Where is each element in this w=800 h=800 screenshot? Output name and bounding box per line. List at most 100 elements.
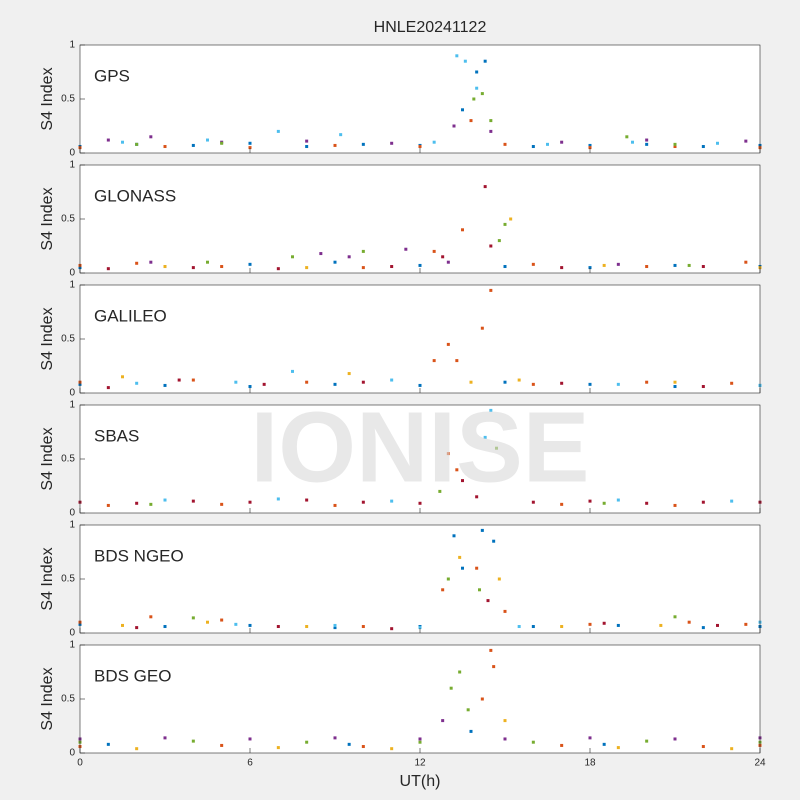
y-axis-label: S4 Index [39, 307, 56, 370]
data-point [475, 86, 479, 90]
data-point [560, 625, 564, 629]
data-point [177, 378, 181, 382]
data-point [347, 255, 351, 259]
data-point [361, 266, 365, 270]
data-point [390, 499, 394, 503]
data-point [730, 381, 734, 385]
data-point [645, 501, 649, 505]
data-point [645, 380, 649, 384]
data-point [455, 468, 459, 472]
data-point [673, 385, 677, 389]
data-point [645, 739, 649, 743]
data-point [276, 129, 280, 133]
data-point [483, 59, 487, 63]
data-point [220, 265, 224, 269]
data-point [390, 627, 394, 631]
data-point [616, 623, 620, 627]
axes-background [80, 45, 760, 153]
data-point [163, 383, 167, 387]
data-point [475, 566, 479, 570]
data-point [361, 500, 365, 504]
data-point [716, 623, 719, 627]
data-point [480, 528, 484, 532]
data-point [701, 745, 705, 749]
data-point [106, 386, 110, 390]
y-axis-label: S4 Index [39, 67, 56, 130]
data-point [531, 382, 535, 386]
data-point [446, 452, 450, 456]
data-point [438, 489, 442, 493]
data-point [469, 729, 473, 733]
data-point [291, 369, 294, 373]
y-tick-label: 1 [69, 520, 75, 531]
data-point [673, 503, 677, 507]
data-point [461, 108, 464, 112]
panel-label: BDS GEO [94, 666, 171, 685]
data-point [163, 498, 167, 502]
data-point [446, 577, 450, 581]
data-point [390, 747, 394, 751]
data-point [135, 381, 139, 385]
data-point [191, 143, 195, 147]
data-point [248, 623, 252, 627]
data-point [305, 145, 309, 149]
y-tick-label: 0.5 [61, 694, 75, 705]
y-tick-label: 0 [69, 388, 75, 399]
y-tick-label: 1 [69, 40, 75, 51]
data-point [333, 623, 337, 627]
axes-background [80, 525, 760, 633]
data-point [418, 737, 422, 741]
data-point [248, 737, 252, 741]
data-point [206, 138, 209, 142]
data-point [463, 59, 467, 63]
x-axis-label: UT(h) [400, 773, 441, 790]
data-point [390, 141, 394, 145]
data-point [602, 263, 606, 267]
data-point [730, 747, 734, 751]
data-point [560, 502, 564, 506]
data-point [625, 135, 629, 139]
data-point [469, 119, 473, 123]
data-point [135, 261, 139, 265]
data-point [333, 260, 337, 264]
figure-title: HNLE20241122 [374, 19, 487, 36]
data-point [673, 145, 677, 149]
axes-background [80, 285, 760, 393]
data-point [121, 375, 124, 379]
data-point [163, 145, 167, 149]
data-point [602, 501, 606, 505]
data-point [276, 267, 280, 271]
data-point [744, 260, 748, 264]
data-point [560, 140, 564, 144]
data-point [248, 500, 252, 504]
data-point [149, 260, 153, 264]
data-point [432, 249, 436, 253]
data-point [135, 501, 139, 505]
data-point [149, 615, 153, 619]
data-point [602, 742, 606, 746]
data-point [480, 326, 484, 330]
data-point [673, 142, 677, 146]
data-point [489, 648, 493, 652]
data-point [305, 380, 309, 384]
data-point [531, 145, 535, 149]
data-point [458, 555, 462, 559]
data-point [305, 740, 309, 744]
data-point [588, 622, 592, 626]
data-point [191, 378, 195, 382]
data-point [333, 503, 337, 507]
data-point [191, 739, 195, 743]
data-point [441, 588, 445, 592]
y-tick-label: 0.5 [61, 214, 75, 225]
y-axis-label: S4 Index [39, 667, 56, 730]
data-point [616, 382, 620, 386]
data-point [503, 380, 507, 384]
data-point [472, 97, 476, 101]
data-point [602, 621, 606, 625]
data-point [588, 736, 592, 740]
y-tick-label: 0 [69, 268, 75, 279]
data-point [517, 625, 521, 629]
data-point [588, 146, 592, 150]
y-axis-label: S4 Index [39, 427, 56, 490]
data-point [503, 609, 507, 613]
